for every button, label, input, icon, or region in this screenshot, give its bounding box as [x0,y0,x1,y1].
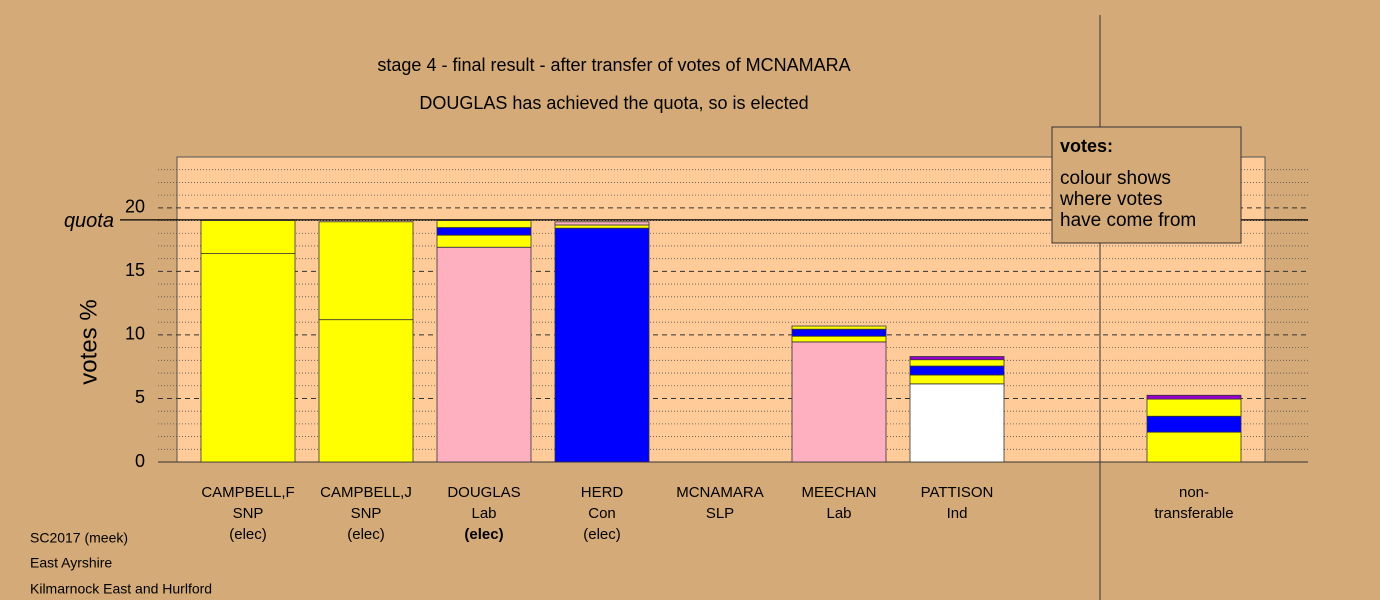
bar-segment [909,365,1005,376]
x-tick-label: PATTISON [921,484,994,501]
footer-text: Kilmarnock East and Hurlford [30,581,212,597]
quota-label: quota [64,210,114,232]
y-axis-label: votes % [75,299,102,384]
bar-segment [909,356,1005,361]
chart-title: stage 4 - final result - after transfer … [377,55,850,75]
bar-segment [791,328,887,337]
y-tick-label: 10 [125,324,145,344]
bar-segment [791,325,887,330]
bar-segment [436,234,532,248]
bar-segment [436,220,532,228]
bar-segment [554,227,650,463]
bar-segment [909,359,1005,367]
legend-box [1051,126,1242,244]
y-tick-label: 15 [125,260,145,280]
bar-segment [200,220,296,254]
bar-segment [200,253,296,463]
legend-text: colour shows [1060,168,1171,189]
legend-title: votes: [1060,136,1113,156]
bar-segment [318,319,414,463]
x-tick-label: SNP [233,505,264,522]
x-tick-label: DOUGLAS [447,484,520,501]
footer-text: East Ayrshire [30,555,112,571]
x-tick-label: CAMPBELL,F [201,484,294,501]
y-tick-label: 5 [135,387,145,407]
bar-segment [436,227,532,236]
x-tick-label: MCNAMARA [676,484,764,501]
bar-segment [1146,394,1242,400]
x-tick-label: Con [588,505,616,522]
x-tick-label: (elec) [464,526,503,543]
bar-segment [1146,398,1242,417]
x-tick-label: CAMPBELL,J [320,484,412,501]
x-tick-label: Lab [826,505,851,522]
bar-segment [1146,431,1242,463]
x-tick-label: SNP [351,505,382,522]
bar-segment [791,341,887,463]
x-tick-label: HERD [581,484,624,501]
chart-subtitle: DOUGLAS has achieved the quota, so is el… [419,93,808,113]
x-tick-label: transferable [1154,505,1233,522]
x-tick-label: (elec) [347,526,385,543]
bar-segment [318,221,414,321]
x-tick-label: SLP [706,505,734,522]
x-tick-label: Ind [947,505,968,522]
bar-segment [791,335,887,343]
bar-segment [436,246,532,463]
bar-segment [909,383,1005,463]
y-tick-label: 0 [135,451,145,471]
y-tick-label: 20 [125,197,145,217]
legend-text: have come from [1060,210,1196,231]
bar-segment [554,221,650,226]
bar-segment [909,374,1005,385]
bar-segment [554,224,650,229]
x-tick-label: Lab [471,505,496,522]
footer-text: SC2017 (meek) [30,530,128,546]
x-tick-label: non- [1179,484,1209,501]
x-tick-label: (elec) [583,526,621,543]
legend-text: where votes [1059,189,1162,210]
bar-segment [1146,415,1242,433]
x-tick-label: (elec) [229,526,267,543]
x-tick-label: MEECHAN [801,484,876,501]
